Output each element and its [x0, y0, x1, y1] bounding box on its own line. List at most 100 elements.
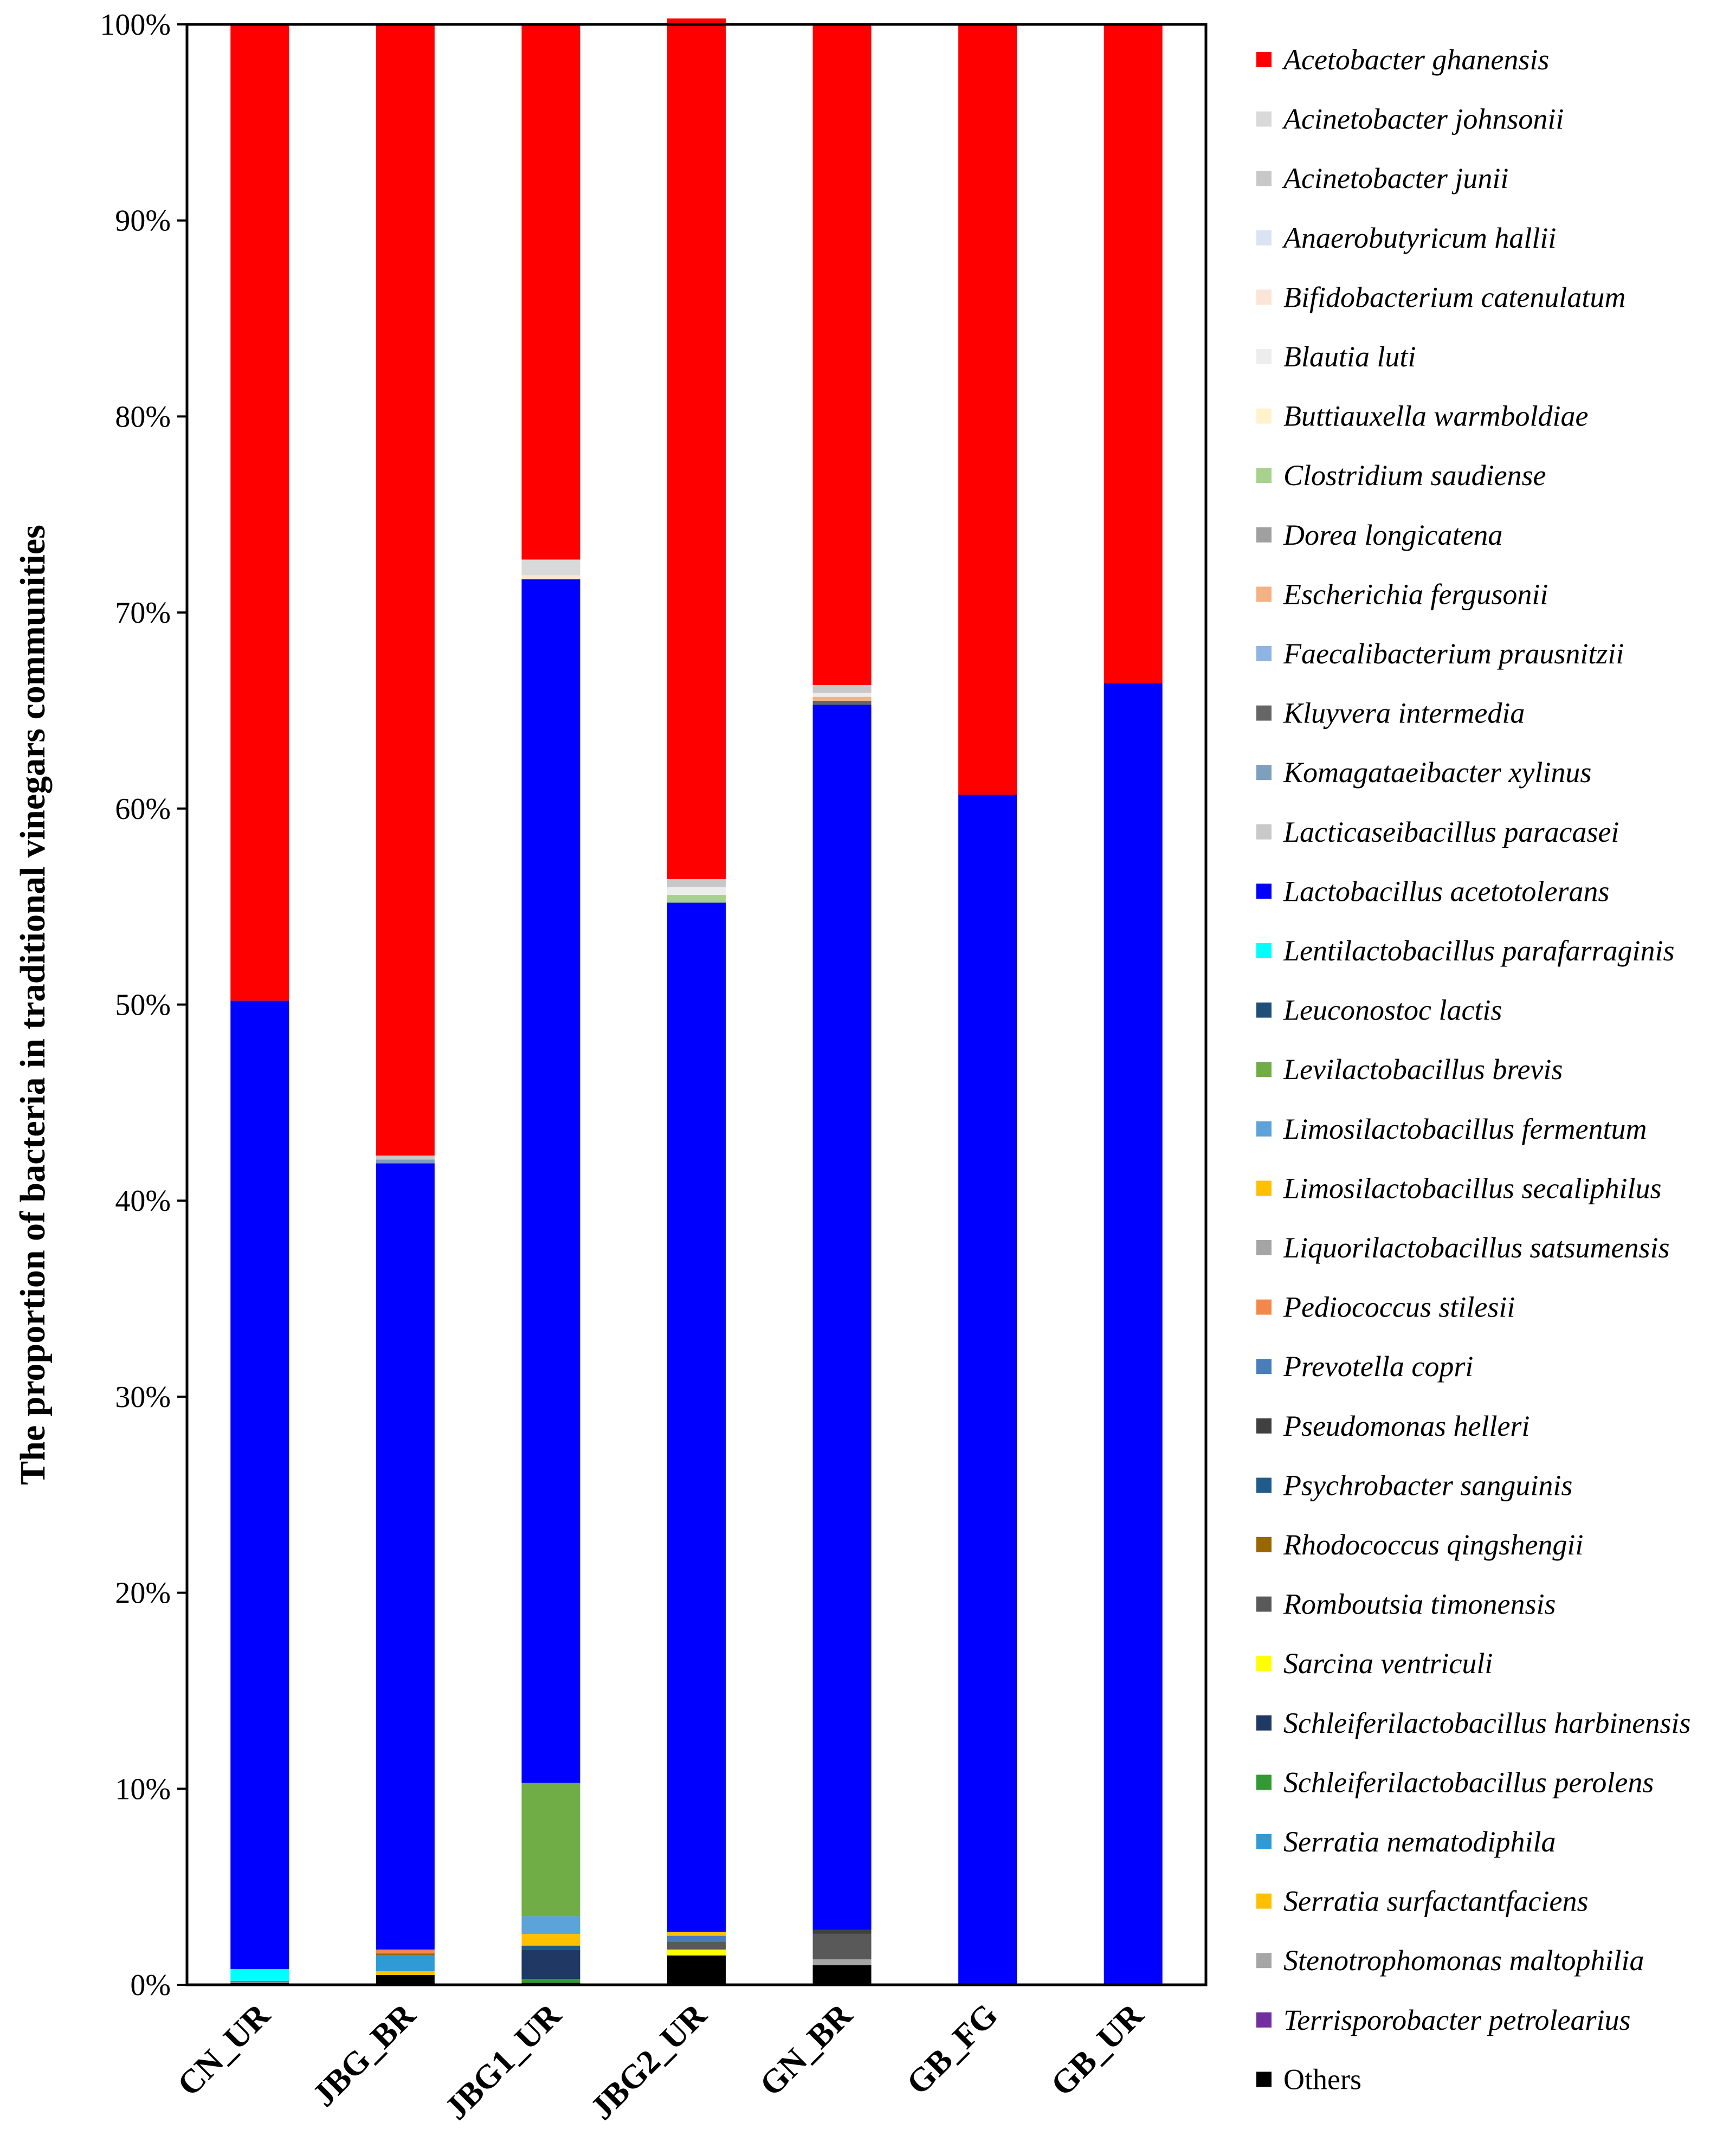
legend-label: Anaerobutyricum hallii: [1282, 222, 1556, 254]
legend-swatch: [1256, 1953, 1272, 1969]
legend-swatch: [1256, 1062, 1272, 1078]
legend-swatch: [1256, 52, 1272, 67]
legend-label: Lactobacillus acetotolerans: [1283, 875, 1609, 907]
legend-swatch: [1256, 586, 1272, 602]
bar-segment-gb-fg-34: [958, 24, 1017, 795]
legend-swatch: [1256, 646, 1272, 661]
bar-segment-jbg-br-4: [376, 1955, 435, 1971]
legend-swatch: [1256, 1418, 1272, 1434]
legend-label: Kluyvera intermedia: [1283, 697, 1525, 730]
legend-swatch: [1256, 1596, 1272, 1612]
legend-swatch: [1256, 230, 1272, 246]
bar-segment-jbg1-ur-20: [521, 579, 580, 1783]
legend-swatch: [1256, 1893, 1272, 1909]
y-tick-label: 10%: [115, 1772, 171, 1806]
legend-label: Prevotella copri: [1283, 1350, 1473, 1383]
legend-label: Limosilactobacillus fermentum: [1283, 1113, 1647, 1145]
y-tick-label: 100%: [100, 8, 171, 42]
bar-segment-gn-br-32: [812, 685, 872, 693]
y-axis-title: The proportion of bacteria in traditiona…: [13, 525, 53, 1485]
bar-segment-jbg1-ur-34: [521, 24, 580, 560]
bar-segment-gb-fg-20: [958, 795, 1017, 1985]
bar-segment-jbg2-ur-0: [667, 1955, 726, 1985]
legend-swatch: [1256, 468, 1272, 483]
bar-segment-gn-br-2: [812, 1959, 872, 1965]
legend-label: Rhodococcus qingshengii: [1283, 1528, 1583, 1561]
legend-label: Komagataeibacter xylinus: [1283, 756, 1591, 789]
y-tick-label: 0%: [130, 1969, 171, 2002]
legend-label: Acinetobacter johnsonii: [1282, 103, 1564, 136]
legend-label: Schleiferilactobacillus harbinensis: [1283, 1707, 1690, 1739]
legend-swatch: [1256, 527, 1272, 543]
bar-segment-jbg1-ur-30: [521, 575, 580, 579]
bar-segment-jbg-br-20: [376, 1163, 435, 1950]
bar-segment-jbg1-ur-16: [521, 1916, 580, 1934]
y-tick-label: 70%: [115, 596, 171, 630]
x-category-label: JBG_BR: [306, 1996, 423, 2114]
bar-segment-jbg1-ur-33: [521, 559, 580, 576]
legend-label: Romboutsia timonensis: [1283, 1588, 1556, 1621]
bar-segment-gn-br-34: [812, 24, 872, 685]
legend: Acetobacter ghanensis Acinetobacter johns…: [1256, 43, 1690, 2095]
legend-swatch: [1256, 1477, 1272, 1493]
legend-label: Limosilactobacillus secaliphilus: [1283, 1172, 1662, 1204]
legend-swatch: [1256, 1775, 1272, 1790]
y-tick-label: 50%: [115, 989, 171, 1022]
y-tick-label: 40%: [115, 1184, 171, 1218]
bar-segment-gn-br-29: [812, 693, 872, 697]
bar-segment-jbg1-ur-17: [521, 1783, 580, 1917]
bar-segment-gn-br-23: [812, 700, 872, 705]
legend-label: Dorea longicatena: [1283, 519, 1502, 551]
bar-segment-jbg2-ur-27: [667, 894, 726, 903]
bar-segment-jbg1-ur-6: [521, 1949, 580, 1979]
legend-label: Blautia luti: [1283, 340, 1416, 373]
legend-swatch: [1256, 705, 1272, 721]
bar-segment-jbg2-ur-12: [667, 1935, 726, 1942]
y-tick-label: 80%: [115, 400, 171, 434]
bar-segment-gn-br-25: [812, 696, 872, 701]
legend-swatch: [1256, 1121, 1272, 1137]
x-category-label: GB_UR: [1044, 1996, 1151, 2104]
bar-segment-gn-br-11: [812, 1930, 872, 1934]
bar-segment-jbg2-ur-15: [667, 1932, 726, 1936]
legend-label: Leuconostoc lactis: [1283, 994, 1502, 1027]
bar-segment-jbg-br-32: [376, 1156, 435, 1160]
legend-label: Sarcina ventriculi: [1283, 1647, 1493, 1680]
legend-label: Serratia surfactantfaciens: [1283, 1885, 1588, 1918]
x-axis: CN_UR JBG_BR JBG1_UR JBG2_UR GN_BR GB_FG GB_UR: [171, 1996, 1151, 2127]
legend-label: Clostridium saudiense: [1283, 459, 1546, 492]
legend-label: Liquorilactobacillus satsumensis: [1283, 1231, 1670, 1264]
bar-segment-jbg1-ur-10: [521, 1945, 580, 1950]
legend-label: Acetobacter ghanensis: [1282, 43, 1549, 76]
bar-segment-jbg2-ur-34: [667, 18, 726, 880]
bar-segment-cn-ur-34: [230, 24, 289, 1001]
legend-swatch: [1256, 408, 1272, 424]
bar-segment-gn-br-0: [812, 1965, 872, 1985]
legend-swatch: [1256, 289, 1272, 305]
legend-label: Pediococcus stilesii: [1283, 1291, 1515, 1324]
bar-segment-jbg2-ur-20: [667, 902, 726, 1932]
y-tick-label: 20%: [115, 1577, 171, 1610]
legend-label: Levilactobacillus brevis: [1283, 1053, 1563, 1086]
bar-segment-jbg-br-34: [376, 24, 435, 1156]
legend-label: Lentilactobacillus parafarraginis: [1283, 934, 1675, 967]
bar-segment-cn-ur-2: [230, 1982, 289, 1983]
bar-segment-jbg2-ur-7: [667, 1949, 726, 1956]
bar-segment-jbg1-ur-15: [521, 1933, 580, 1946]
bars-layer: [230, 18, 1163, 1985]
y-tick-label: 60%: [115, 792, 171, 826]
legend-swatch: [1256, 1240, 1272, 1255]
legend-label: Psychrobacter sanguinis: [1283, 1469, 1572, 1501]
legend-label: Pseudomonas helleri: [1283, 1410, 1530, 1442]
legend-label: Lacticaseibacillus paracasei: [1283, 816, 1619, 848]
legend-swatch: [1256, 765, 1272, 780]
bar-segment-cn-ur-19: [230, 1969, 289, 1981]
legend-swatch: [1256, 1834, 1272, 1849]
x-category-label: GB_FG: [900, 1997, 1005, 2102]
legend-label: Buttiauxella warmboldiae: [1283, 400, 1588, 433]
legend-label: Schleiferilactobacillus perolens: [1283, 1766, 1654, 1798]
legend-swatch: [1256, 1656, 1272, 1672]
bar-segment-gb-ur-20: [1103, 683, 1163, 1985]
